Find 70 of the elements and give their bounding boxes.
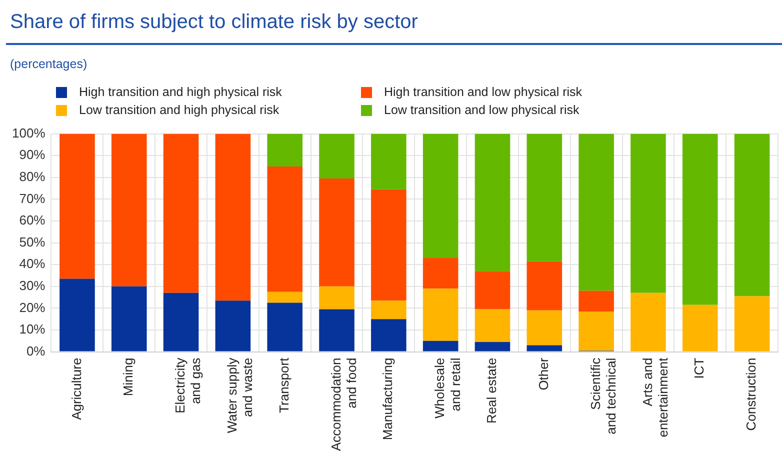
bar xyxy=(371,300,406,320)
x-tick-label: Other xyxy=(536,357,551,390)
x-tick-label: Electricity and gas xyxy=(172,357,204,414)
bar xyxy=(734,134,770,296)
x-tick-label: Manufacturing xyxy=(380,358,396,440)
bar xyxy=(111,134,147,286)
y-tick-label: 20% xyxy=(19,300,46,315)
y-tick-label: 60% xyxy=(19,212,46,228)
x-tick-label: Real estate xyxy=(484,358,500,424)
x-tick-label: Accommodation and food xyxy=(328,358,359,452)
bar xyxy=(371,189,406,301)
bar xyxy=(371,319,406,352)
y-tick-label: 50% xyxy=(19,234,46,250)
bar xyxy=(267,302,302,352)
bar xyxy=(422,258,458,289)
x-tick-label: Agriculture xyxy=(68,358,84,420)
bar xyxy=(319,178,354,286)
bar xyxy=(163,292,199,352)
bar xyxy=(371,134,406,190)
bar xyxy=(267,134,302,166)
bar xyxy=(60,134,95,279)
bar xyxy=(319,309,354,352)
y-tick-label: 80% xyxy=(19,168,46,184)
bar xyxy=(526,345,562,352)
y-tick-label: 100% xyxy=(12,125,46,140)
bar xyxy=(578,290,614,312)
bar xyxy=(422,134,458,258)
legend-label: High transition and low physical risk xyxy=(384,85,582,99)
y-tick-label: 30% xyxy=(19,278,46,293)
x-tick-label: ICT xyxy=(692,358,707,379)
bar xyxy=(267,292,302,303)
bar xyxy=(60,278,95,352)
bar xyxy=(474,134,510,272)
bar xyxy=(578,311,614,351)
bar xyxy=(422,288,458,341)
bar xyxy=(578,134,614,291)
bar xyxy=(630,134,666,293)
bar xyxy=(630,292,666,352)
bar xyxy=(267,166,302,292)
y-tick-label: 10% xyxy=(19,322,46,337)
y-tick-label: 90% xyxy=(19,147,46,162)
x-tick-label: Transport xyxy=(276,357,292,413)
y-tick-label: 70% xyxy=(19,190,46,206)
chart-title: Share of firms subject to climate risk by sector xyxy=(10,11,418,34)
bar xyxy=(526,261,562,310)
legend-label: Low transition and low physical risk xyxy=(384,103,580,117)
chart-subtitle: (percentages) xyxy=(10,57,88,71)
legend-label: Low transition and high physical risk xyxy=(79,103,280,117)
bar xyxy=(111,286,147,352)
bar xyxy=(163,134,199,293)
bar xyxy=(526,310,562,346)
y-tick-label: 40% xyxy=(19,256,46,272)
y-tick-label: 0% xyxy=(26,343,46,358)
bar xyxy=(474,309,510,342)
bar xyxy=(215,300,251,352)
x-tick-label: Construction xyxy=(744,358,759,431)
bar xyxy=(319,286,354,310)
x-tick-label: Wholesale and retail xyxy=(432,358,463,418)
bar xyxy=(215,134,251,301)
x-tick-label: Mining xyxy=(120,358,136,396)
bar xyxy=(422,340,458,352)
bar xyxy=(682,304,718,352)
bar xyxy=(474,342,510,352)
x-tick-label: Scientific and technical xyxy=(588,357,618,434)
bar xyxy=(319,134,354,178)
bar xyxy=(526,134,562,262)
bar xyxy=(474,271,510,310)
bar xyxy=(734,296,770,352)
legend-label: High transition and high physical risk xyxy=(79,85,282,99)
bar xyxy=(682,134,718,305)
